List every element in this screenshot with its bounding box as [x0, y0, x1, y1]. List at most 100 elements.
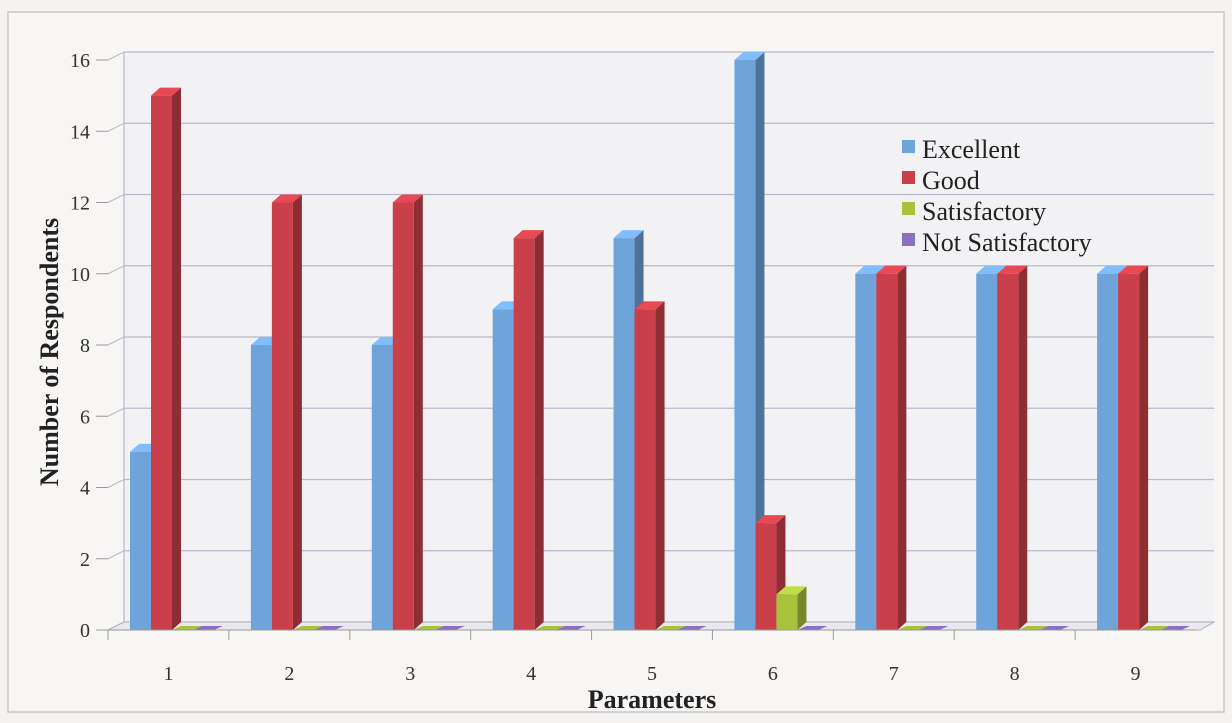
- bar-front: [371, 345, 393, 630]
- bar-satisfactory-8: [1018, 626, 1049, 630]
- x-tick-label: 8: [1010, 663, 1020, 685]
- bar-zero: [918, 626, 949, 630]
- bar-good-7: [876, 265, 907, 630]
- bar-good-3: [392, 194, 423, 630]
- bar-top: [1118, 265, 1149, 274]
- bar-zero: [1160, 626, 1191, 630]
- bar-zero: [313, 626, 344, 630]
- bar-front: [492, 309, 514, 630]
- bar-top: [613, 230, 644, 239]
- legend-item: Excellent: [902, 135, 1021, 164]
- bar-zero: [172, 626, 202, 630]
- bar-good-4: [513, 230, 544, 630]
- bar-satisfactory-5: [655, 626, 686, 630]
- x-tick-label: 2: [284, 663, 294, 685]
- gridline-depth: [107, 122, 125, 132]
- bar-front: [271, 202, 293, 630]
- bar-side: [534, 230, 544, 630]
- legend-item: Satisfactory: [902, 197, 1046, 226]
- x-tick-label: 9: [1131, 663, 1141, 685]
- bar-front: [634, 309, 656, 630]
- bar-not-satisfactory-1: [193, 626, 223, 630]
- legend-label: Excellent: [922, 135, 1021, 164]
- bar-zero: [292, 626, 323, 630]
- legend-swatch: [902, 171, 915, 184]
- gridline-depth: [107, 51, 125, 61]
- bar-top: [776, 586, 807, 595]
- y-tick-label: 8: [80, 335, 90, 357]
- bar-satisfactory-7: [897, 626, 928, 630]
- y-tick-label: 6: [80, 406, 90, 428]
- bar-front: [250, 345, 272, 630]
- bar-zero: [555, 626, 586, 630]
- gridline-depth: [107, 336, 125, 346]
- bars: [130, 52, 1191, 630]
- bar-not-satisfactory-5: [676, 626, 707, 630]
- bar-side: [413, 194, 423, 630]
- bar-top: [271, 194, 302, 203]
- bar-front: [776, 594, 798, 630]
- bar-top: [392, 194, 423, 203]
- y-tick-label: 12: [70, 193, 90, 215]
- bar-good-2: [271, 194, 302, 630]
- bar-top: [634, 301, 665, 310]
- bar-side: [755, 52, 765, 630]
- bar-front: [997, 273, 1019, 630]
- bar-top: [855, 265, 886, 274]
- x-tick-label: 5: [647, 663, 657, 685]
- bar-good-5: [634, 301, 665, 630]
- legend-label: Satisfactory: [922, 197, 1046, 226]
- y-tick-label: 14: [70, 121, 90, 143]
- y-tick-label: 2: [80, 549, 90, 571]
- bar-good-1: [151, 87, 181, 630]
- bar-front: [855, 273, 877, 630]
- legend-swatch: [902, 140, 915, 153]
- bar-not-satisfactory-7: [918, 626, 949, 630]
- bar-front: [151, 95, 172, 630]
- bar-satisfactory-3: [413, 626, 444, 630]
- bar-side: [797, 586, 807, 630]
- bar-zero: [1139, 626, 1170, 630]
- legend-label: Good: [922, 166, 980, 195]
- bar-not-satisfactory-2: [313, 626, 344, 630]
- bar-front: [1118, 273, 1140, 630]
- bar-side: [292, 194, 302, 630]
- x-tick-label: 1: [163, 663, 173, 685]
- bar-front: [1097, 273, 1119, 630]
- bar-side: [1139, 265, 1149, 630]
- bar-front: [130, 451, 151, 630]
- bar-zero: [534, 626, 565, 630]
- y-tick-label: 10: [70, 264, 90, 286]
- y-axis-label: Number of Respondents: [35, 218, 64, 486]
- gridline-depth: [107, 265, 125, 275]
- legend-swatch: [902, 233, 915, 246]
- bar-top: [976, 265, 1007, 274]
- bar-front: [734, 60, 756, 630]
- bar-zero: [897, 626, 928, 630]
- y-tick-label: 16: [70, 50, 90, 72]
- bar-zero: [193, 626, 223, 630]
- y-tick-label: 0: [80, 620, 90, 642]
- bar-front: [876, 273, 898, 630]
- y-axis-ticks: 0 2 4 6 8 10 12 14 16: [70, 50, 108, 642]
- bar-good-9: [1118, 265, 1149, 630]
- bar-not-satisfactory-3: [434, 626, 465, 630]
- bar-top: [734, 52, 765, 60]
- bar-satisfactory-2: [292, 626, 323, 630]
- bar-top: [755, 515, 786, 524]
- bar-side: [172, 87, 181, 630]
- bar-zero: [1018, 626, 1049, 630]
- bar-excellent-6: [734, 52, 765, 630]
- bar-satisfactory-9: [1139, 626, 1170, 630]
- gridline-depth: [107, 550, 125, 560]
- bar-satisfactory-6: [776, 586, 807, 630]
- back-wall-panel: [124, 52, 1214, 626]
- gridline-depth: [107, 407, 125, 417]
- bar-front: [513, 238, 535, 630]
- plot-back-wall: [123, 52, 1214, 630]
- x-axis-ticks: 1 2 3 4 5 6 7 8 9: [107, 629, 1196, 685]
- bar-not-satisfactory-4: [555, 626, 586, 630]
